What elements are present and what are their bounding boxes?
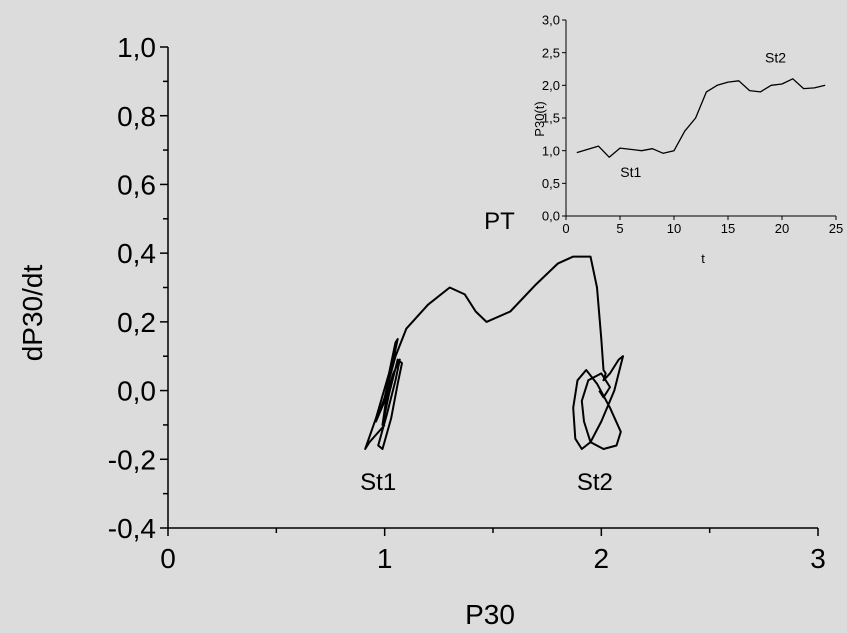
inset-x-tick-label: 25: [829, 221, 843, 236]
inset-x-tick-label: 10: [667, 221, 681, 236]
inset-x-tick-label: 15: [721, 221, 735, 236]
main-y-tick-label: -0,4: [108, 513, 156, 544]
main-x-axis-label: P30: [465, 599, 515, 630]
inset-plot-area: [576, 78, 826, 158]
main-series-line-0: [364, 255, 624, 450]
main-x-tick-label: 2: [594, 543, 610, 574]
inset-y-tick-label: 1,5: [542, 111, 560, 126]
main-y-tick-label: 1,0: [117, 32, 156, 63]
inset-x-tick-label: 0: [562, 221, 569, 236]
main-x-tick-label: 0: [160, 543, 176, 574]
inset-annotation-st2: St2: [765, 49, 786, 65]
inset-y-tick-label: 2,0: [542, 78, 560, 93]
main-y-axis-label: dP30/dt: [17, 265, 48, 362]
inset-x-tick-label: 5: [616, 221, 623, 236]
main-y-ticks: -0,4 -0,2 0,0 0,2 0,4 0,6 0,8 1,0: [108, 32, 168, 544]
main-y-tick-label: -0,2: [108, 444, 156, 475]
main-x-tick-label: 1: [377, 543, 393, 574]
inset-x-axis-label: t: [701, 251, 705, 266]
main-x-tick-label: 3: [810, 543, 826, 574]
main-y-tick-label: 0,2: [117, 307, 156, 338]
main-y-tick-label: 0,4: [117, 238, 156, 269]
inset-y-axis-label: P30(t): [532, 101, 547, 136]
inset-y-tick-label: 0,0: [542, 209, 560, 224]
main-x-ticks: 0 1 2 3: [160, 528, 826, 574]
main-y-tick-label: 0,8: [117, 101, 156, 132]
main-plot-area: [364, 255, 624, 450]
inset-x-tick-label: 20: [775, 221, 789, 236]
inset-annotation-st1: St1: [620, 164, 641, 180]
inset-y-tick-label: 1,0: [542, 143, 560, 158]
main-chart: 0 1 2 3 -0,4 -0,2 0,0 0,2 0,4 0,6 0,8 1,0 P30 dP30…: [17, 32, 826, 630]
inset-chart: 0 5 10 15 20 25 0,0 0,5 1,0 1,5 2,0 2,5 3,0 t P30(t…: [532, 13, 843, 266]
inset-y-tick-label: 2,5: [542, 45, 560, 60]
inset-axes: [565, 20, 836, 217]
main-y-tick-label: 0,0: [117, 376, 156, 407]
annotation-st1: St1: [360, 469, 396, 496]
inset-y-ticks: 0,0 0,5 1,0 1,5 2,0 2,5 3,0: [542, 13, 566, 224]
main-y-tick-label: 0,6: [117, 170, 156, 201]
inset-x-ticks: 0 5 10 15 20 25: [562, 216, 843, 236]
annotation-pt: PT: [484, 208, 515, 235]
inset-y-tick-label: 3,0: [542, 13, 560, 28]
inset-y-tick-label: 0,5: [542, 176, 560, 191]
inset-series-line-0: [576, 78, 826, 158]
annotation-st2: St2: [577, 469, 613, 496]
main-axes: [167, 47, 818, 529]
